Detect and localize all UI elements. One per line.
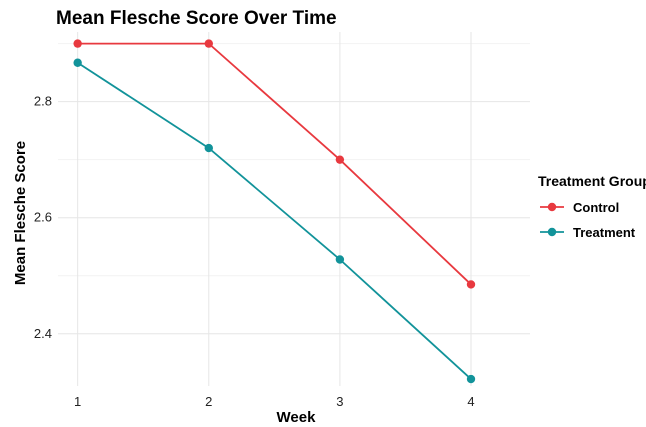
legend: Treatment Group Control Treatment: [538, 173, 646, 240]
series-points: [73, 39, 476, 384]
legend-key-point: [547, 227, 557, 237]
chart-title: Mean Flesche Score Over Time: [56, 8, 337, 29]
data-point-control: [204, 39, 213, 48]
x-axis-title: Week: [277, 409, 317, 426]
data-point-treatment: [335, 255, 345, 264]
y-tick-label: 2.6: [34, 210, 52, 225]
y-tick-label: 2.4: [34, 326, 52, 341]
data-point-treatment: [73, 58, 82, 67]
legend-item-control: Control: [540, 200, 619, 215]
legend-label: Control: [573, 200, 619, 215]
data-point-treatment: [204, 143, 213, 153]
x-tick-label: 3: [336, 394, 343, 409]
legend-title: Treatment Group: [538, 173, 646, 189]
data-point-control: [466, 280, 476, 289]
series-line-treatment: [77, 62, 472, 380]
data-point-control: [335, 155, 345, 164]
x-tick-label: 2: [205, 394, 212, 409]
legend-label: Treatment: [573, 225, 636, 240]
y-tick-label: 2.8: [34, 94, 52, 109]
series-lines: [77, 42, 472, 380]
grid: [58, 32, 530, 386]
x-tick-label: 1: [74, 394, 81, 409]
x-tick-label: 4: [467, 394, 474, 409]
series-line-control: [77, 42, 472, 286]
y-axis-ticks: 2.4 2.6 2.8: [34, 94, 52, 341]
legend-items: Control Treatment: [540, 200, 636, 240]
y-axis-title: Mean Flesche Score: [12, 141, 29, 285]
data-point-treatment: [466, 374, 476, 384]
legend-item-treatment: Treatment: [540, 225, 636, 240]
legend-key-point: [547, 202, 557, 212]
data-point-control: [73, 39, 82, 48]
x-axis-ticks: 1 2 3 4: [74, 394, 475, 409]
